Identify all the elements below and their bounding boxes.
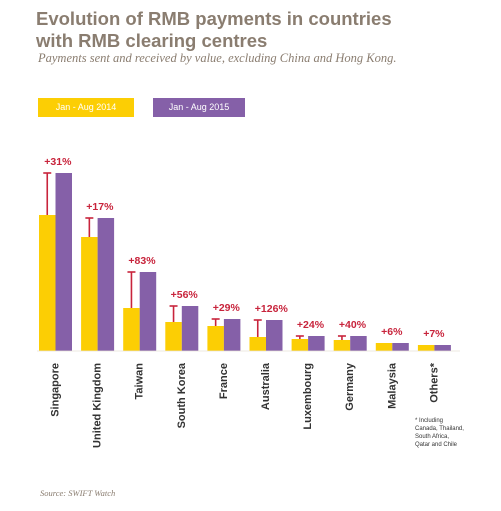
category-label: Others*: [428, 362, 440, 402]
category-label: Germany: [344, 362, 356, 411]
growth-label: +29%: [213, 302, 241, 314]
bar-2014: [207, 326, 224, 351]
bar-2014: [375, 343, 393, 351]
growth-label: +7%: [423, 328, 445, 340]
category-label: Taiwan: [134, 363, 146, 400]
bar-2015: [266, 320, 283, 351]
bar-2015: [181, 306, 199, 351]
bar-2015: [139, 272, 157, 351]
bar-2015: [434, 345, 451, 351]
others-footnote: * Including Canada, Thailand, South Afri…: [415, 417, 497, 449]
legend-item-2014: Jan - Aug 2014: [38, 98, 134, 117]
bar-2015: [55, 173, 72, 351]
bar-2014: [165, 322, 182, 351]
chart-subtitle: Payments sent and received by value, exc…: [38, 51, 397, 65]
category-label: France: [218, 363, 230, 399]
bar-2014: [249, 337, 266, 351]
growth-label: +24%: [297, 319, 325, 331]
chart-title: Evolution of RMB payments in countries w…: [36, 8, 476, 52]
bar-2014: [81, 237, 98, 351]
chart-title-line-1: Evolution of RMB payments in countries: [36, 8, 392, 29]
bar-2015: [223, 319, 241, 351]
category-label: Singapore: [50, 363, 62, 417]
chart-title-line-2: with RMB clearing centres: [36, 30, 268, 51]
category-label: Luxembourg: [302, 363, 314, 430]
growth-label: +56%: [171, 289, 199, 301]
bar-2014: [39, 215, 56, 351]
category-label: Malaysia: [386, 362, 398, 409]
footnote-line: Qatar and Chile: [415, 442, 458, 448]
bar-2014: [291, 339, 309, 351]
bar-2015: [97, 218, 115, 351]
growth-label: +17%: [86, 201, 114, 213]
legend-item-2015: Jan - Aug 2015: [153, 98, 245, 117]
footnote-line: Canada, Thailand,: [415, 426, 464, 432]
footnote-line: * Including: [415, 418, 444, 424]
bar-2014: [417, 345, 435, 351]
bar-2015: [308, 336, 325, 351]
footnote-line: South Africa,: [415, 434, 450, 440]
source-note: Source: SWIFT Watch: [40, 488, 116, 498]
growth-label: +6%: [381, 326, 403, 338]
bar-2014: [333, 340, 351, 351]
growth-label: +83%: [128, 255, 156, 267]
bar-2015: [350, 336, 367, 351]
category-label: Australia: [260, 362, 272, 410]
growth-label: +31%: [44, 156, 72, 168]
growth-label: +40%: [339, 319, 367, 331]
category-label: United Kingdom: [92, 363, 104, 448]
bar-2015: [392, 343, 409, 351]
category-label: South Korea: [176, 362, 188, 428]
bar-2014: [123, 308, 140, 351]
growth-label: +126%: [255, 303, 289, 315]
